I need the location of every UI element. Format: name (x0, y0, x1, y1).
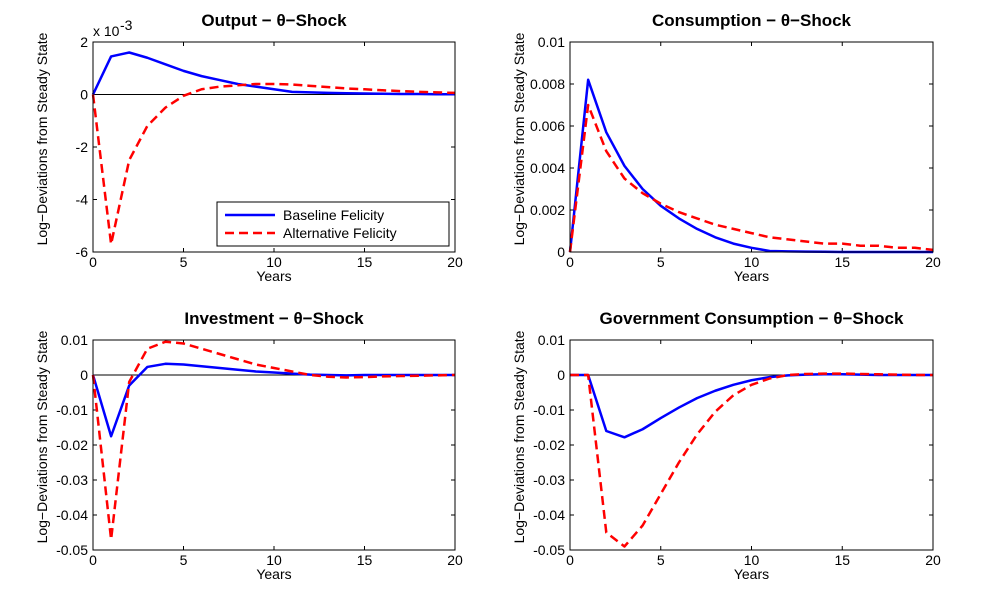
x-tick-label: 15 (357, 552, 373, 568)
y-axis-label: Log−Deviations from Steady State (511, 330, 527, 543)
y-tick-label: -6 (76, 244, 89, 260)
x-tick-label: 0 (89, 254, 97, 270)
x-tick-label: 20 (925, 552, 941, 568)
y-tick-label: -0.04 (56, 507, 88, 523)
y-tick-label: -0.01 (56, 402, 88, 418)
y-axis-label: Log−Deviations from Steady State (511, 32, 527, 245)
chart-title: Output − θ−Shock (201, 11, 347, 30)
series-line (91, 82, 456, 246)
axes-frame (569, 41, 934, 253)
y-tick-label: -0.04 (533, 507, 565, 523)
y-tick-label: -0.03 (56, 472, 88, 488)
plot-area (570, 340, 933, 550)
series-line (91, 362, 455, 438)
x-tick-label: 15 (834, 552, 850, 568)
y-tick-label: -0.01 (533, 402, 565, 418)
legend-box (216, 201, 450, 247)
x-tick-label: 15 (834, 254, 850, 270)
y-tick-label: -0.05 (56, 542, 88, 558)
x-tick-label: 10 (744, 552, 760, 568)
legend-label: Baseline Felicity (283, 207, 384, 223)
y-tick-label: 0.01 (538, 34, 565, 50)
y-tick-label: 0 (80, 367, 88, 383)
x-tick-label: 10 (744, 254, 760, 270)
x-tick-label: 5 (180, 552, 188, 568)
series-line (91, 51, 455, 96)
y-tick-label: 0 (557, 244, 565, 260)
y-multiplier: x 10 (93, 23, 120, 39)
y-tick-label: -0.05 (533, 542, 565, 558)
subplot: 0 5 10 15 20 -0.05 -0.04 -0.03 -0.02 -0.01 0 0.01 In… (34, 309, 463, 582)
y-tick-label: 2 (80, 34, 88, 50)
y-tick-label: -2 (76, 139, 89, 155)
series-line (91, 340, 456, 541)
axes-frame (569, 339, 934, 551)
y-tick-label: 0.004 (530, 160, 565, 176)
x-tick-label: 20 (447, 254, 463, 270)
y-tick-label: 0.01 (538, 332, 565, 348)
x-axis-label: Years (734, 566, 769, 582)
y-axis-label: Log−Deviations from Steady State (34, 330, 50, 543)
plot-area (570, 42, 933, 252)
x-tick-label: 0 (566, 552, 574, 568)
legend-label: Alternative Felicity (283, 225, 397, 241)
x-tick-label: 5 (180, 254, 188, 270)
subplot: 0 5 10 15 20 -0.05 -0.04 -0.03 -0.02 -0.01 0 0.01 Go… (511, 309, 941, 582)
y-tick-label: -0.02 (56, 437, 88, 453)
x-tick-label: 5 (657, 254, 665, 270)
y-tick-label: -4 (76, 192, 89, 208)
y-tick-label: 0.002 (530, 202, 565, 218)
subplot: 0 5 10 15 20 -6 -4 -2 0 2 Output − θ−Shock Years Log… (34, 11, 463, 284)
y-multiplier-exponent: -3 (120, 17, 133, 33)
axes-frame (92, 339, 456, 551)
chart-title: Consumption − θ−Shock (652, 11, 852, 30)
y-axis-label: Log−Deviations from Steady State (34, 32, 50, 245)
x-tick-label: 10 (266, 254, 282, 270)
y-tick-label: 0 (80, 87, 88, 103)
y-tick-label: 0.008 (530, 76, 565, 92)
x-axis-label: Years (256, 268, 291, 284)
y-tick-label: 0.006 (530, 118, 565, 134)
x-tick-label: 15 (357, 254, 373, 270)
x-tick-label: 5 (657, 552, 665, 568)
y-tick-label: -0.03 (533, 472, 565, 488)
x-tick-label: 20 (925, 254, 941, 270)
y-tick-label: -0.02 (533, 437, 565, 453)
x-tick-label: 0 (89, 552, 97, 568)
y-tick-label: 0.01 (61, 332, 88, 348)
axes-frame (92, 41, 456, 253)
x-axis-label: Years (256, 566, 291, 582)
x-axis-label: Years (734, 268, 769, 284)
x-tick-label: 10 (266, 552, 282, 568)
y-tick-label: 0 (557, 367, 565, 383)
chart-title: Government Consumption − θ−Shock (600, 309, 904, 328)
x-tick-label: 0 (566, 254, 574, 270)
subplot: 0 5 10 15 20 0 0.002 0.004 0.006 0.008 0.01 Consump… (511, 11, 941, 284)
chart-title: Investment − θ−Shock (184, 309, 364, 328)
series-line (568, 103, 934, 253)
series-line (570, 373, 933, 439)
series-line (570, 372, 933, 548)
x-tick-label: 20 (447, 552, 463, 568)
